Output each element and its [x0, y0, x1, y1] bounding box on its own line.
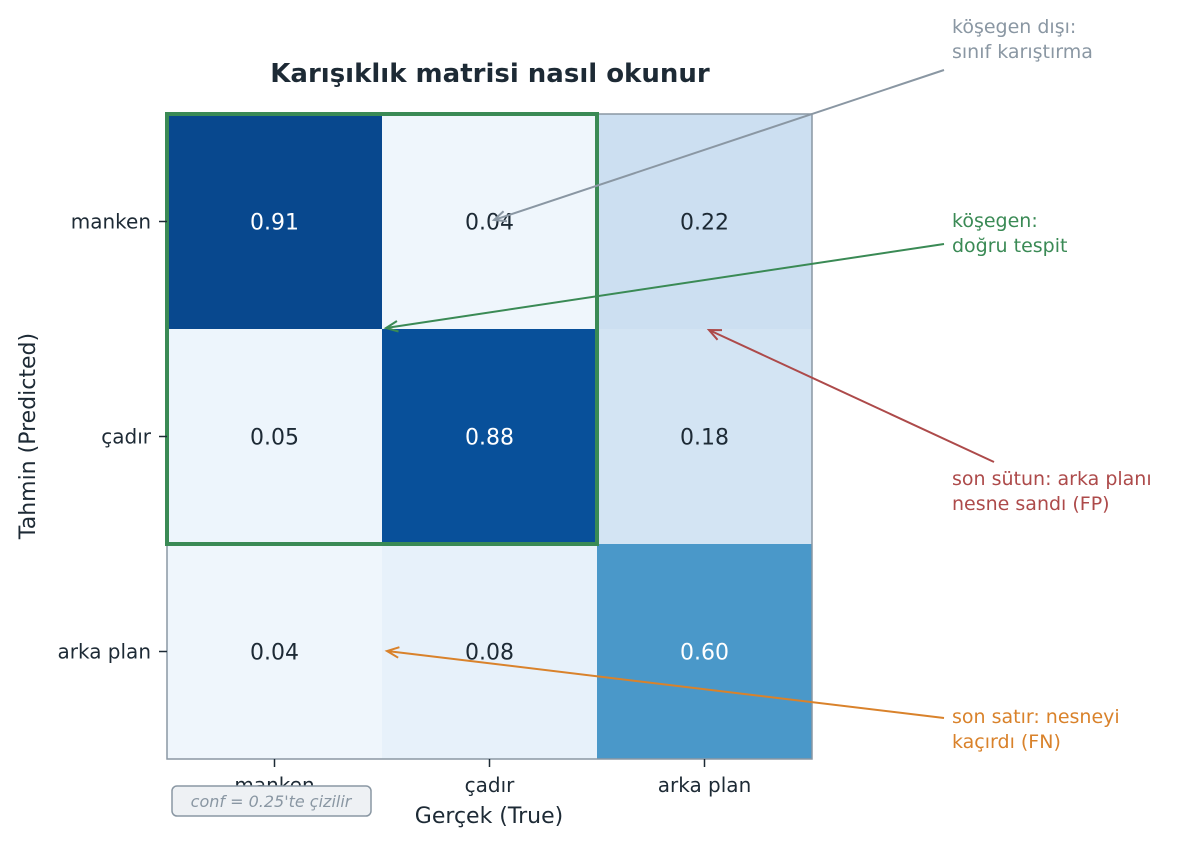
conf-footnote-text: conf = 0.25'te çizilir	[191, 792, 353, 811]
annotation-fp-text-1: son sütun: arka planı	[952, 468, 1152, 490]
annotation-fn-text-1: son satır: nesneyi	[952, 706, 1120, 728]
cell-arka-plan-arka-plan-label: 0.60	[680, 641, 729, 666]
cell-arka-plan-arka-plan	[597, 544, 812, 759]
cell-manken-arka-plan-label: 0.22	[680, 211, 729, 236]
conf-footnote: conf = 0.25'te çizilir	[171, 785, 372, 817]
y-axis-label: Tahmin (Predicted)	[16, 333, 41, 540]
cell-cadir-cadir	[382, 329, 597, 544]
annotation-fn-arrow	[386, 650, 945, 719]
cell-manken-cadir-label: 0.04	[465, 211, 514, 236]
x-tick-label-arka-plan: arka plan	[658, 773, 752, 797]
cell-manken-cadir	[382, 114, 597, 329]
annotation-fp-arrowhead	[706, 328, 723, 341]
annotation-offdiag-text-2: sınıf karıştırma	[952, 41, 1093, 63]
annotations: köşegen dışı: sınıf karıştırma köşegen: doğ…	[383, 16, 1152, 753]
annotation-diag-arrow	[385, 243, 945, 329]
annotation-fn-arrowhead	[384, 646, 400, 659]
annotation-fp-text-2: nesne sandı (FP)	[952, 493, 1110, 515]
diagonal-highlight-box	[165, 112, 599, 546]
annotation-offdiag-text-1: köşegen dışı:	[952, 16, 1076, 38]
chart-title: Karışıklık matrisi nasıl okunur	[270, 59, 710, 89]
cell-cadir-arka-plan	[597, 329, 812, 544]
y-tick-label-cadir: çadır	[101, 425, 152, 449]
cell-cadir-cadir-label: 0.88	[465, 426, 514, 451]
annotation-fp-arrow	[708, 329, 995, 463]
cell-cadir-manken	[167, 329, 382, 544]
heatmap-cells: 0.91 0.04 0.220.05 0.88 0.180.04 0.08 0.60	[167, 114, 812, 759]
cell-manken-manken	[167, 114, 382, 329]
annotation-diag-text-2: doğru tespit	[952, 235, 1067, 257]
cell-manken-manken-label: 0.91	[250, 211, 299, 236]
y-tick-label-arka-plan: arka plan	[57, 640, 151, 664]
cell-arka-plan-manken-label: 0.04	[250, 641, 299, 666]
annotation-offdiag-arrow	[493, 69, 945, 221]
conf-footnote-box	[171, 785, 372, 817]
y-tick-label-manken: manken	[71, 210, 151, 234]
annotation-diag-text-1: köşegen:	[952, 210, 1038, 232]
annotation-offdiag-arrowhead	[491, 210, 508, 223]
cell-arka-plan-manken	[167, 544, 382, 759]
x-tick-label-cadir: çadır	[465, 773, 516, 797]
x-axis-label: Gerçek (True)	[415, 804, 563, 829]
cell-cadir-manken-label: 0.05	[250, 426, 299, 451]
cell-arka-plan-cadir	[382, 544, 597, 759]
annotation-diag-arrowhead	[383, 320, 399, 333]
annotation-fn-text-2: kaçırdı (FN)	[952, 731, 1061, 753]
cell-cadir-arka-plan-label: 0.18	[680, 426, 729, 451]
